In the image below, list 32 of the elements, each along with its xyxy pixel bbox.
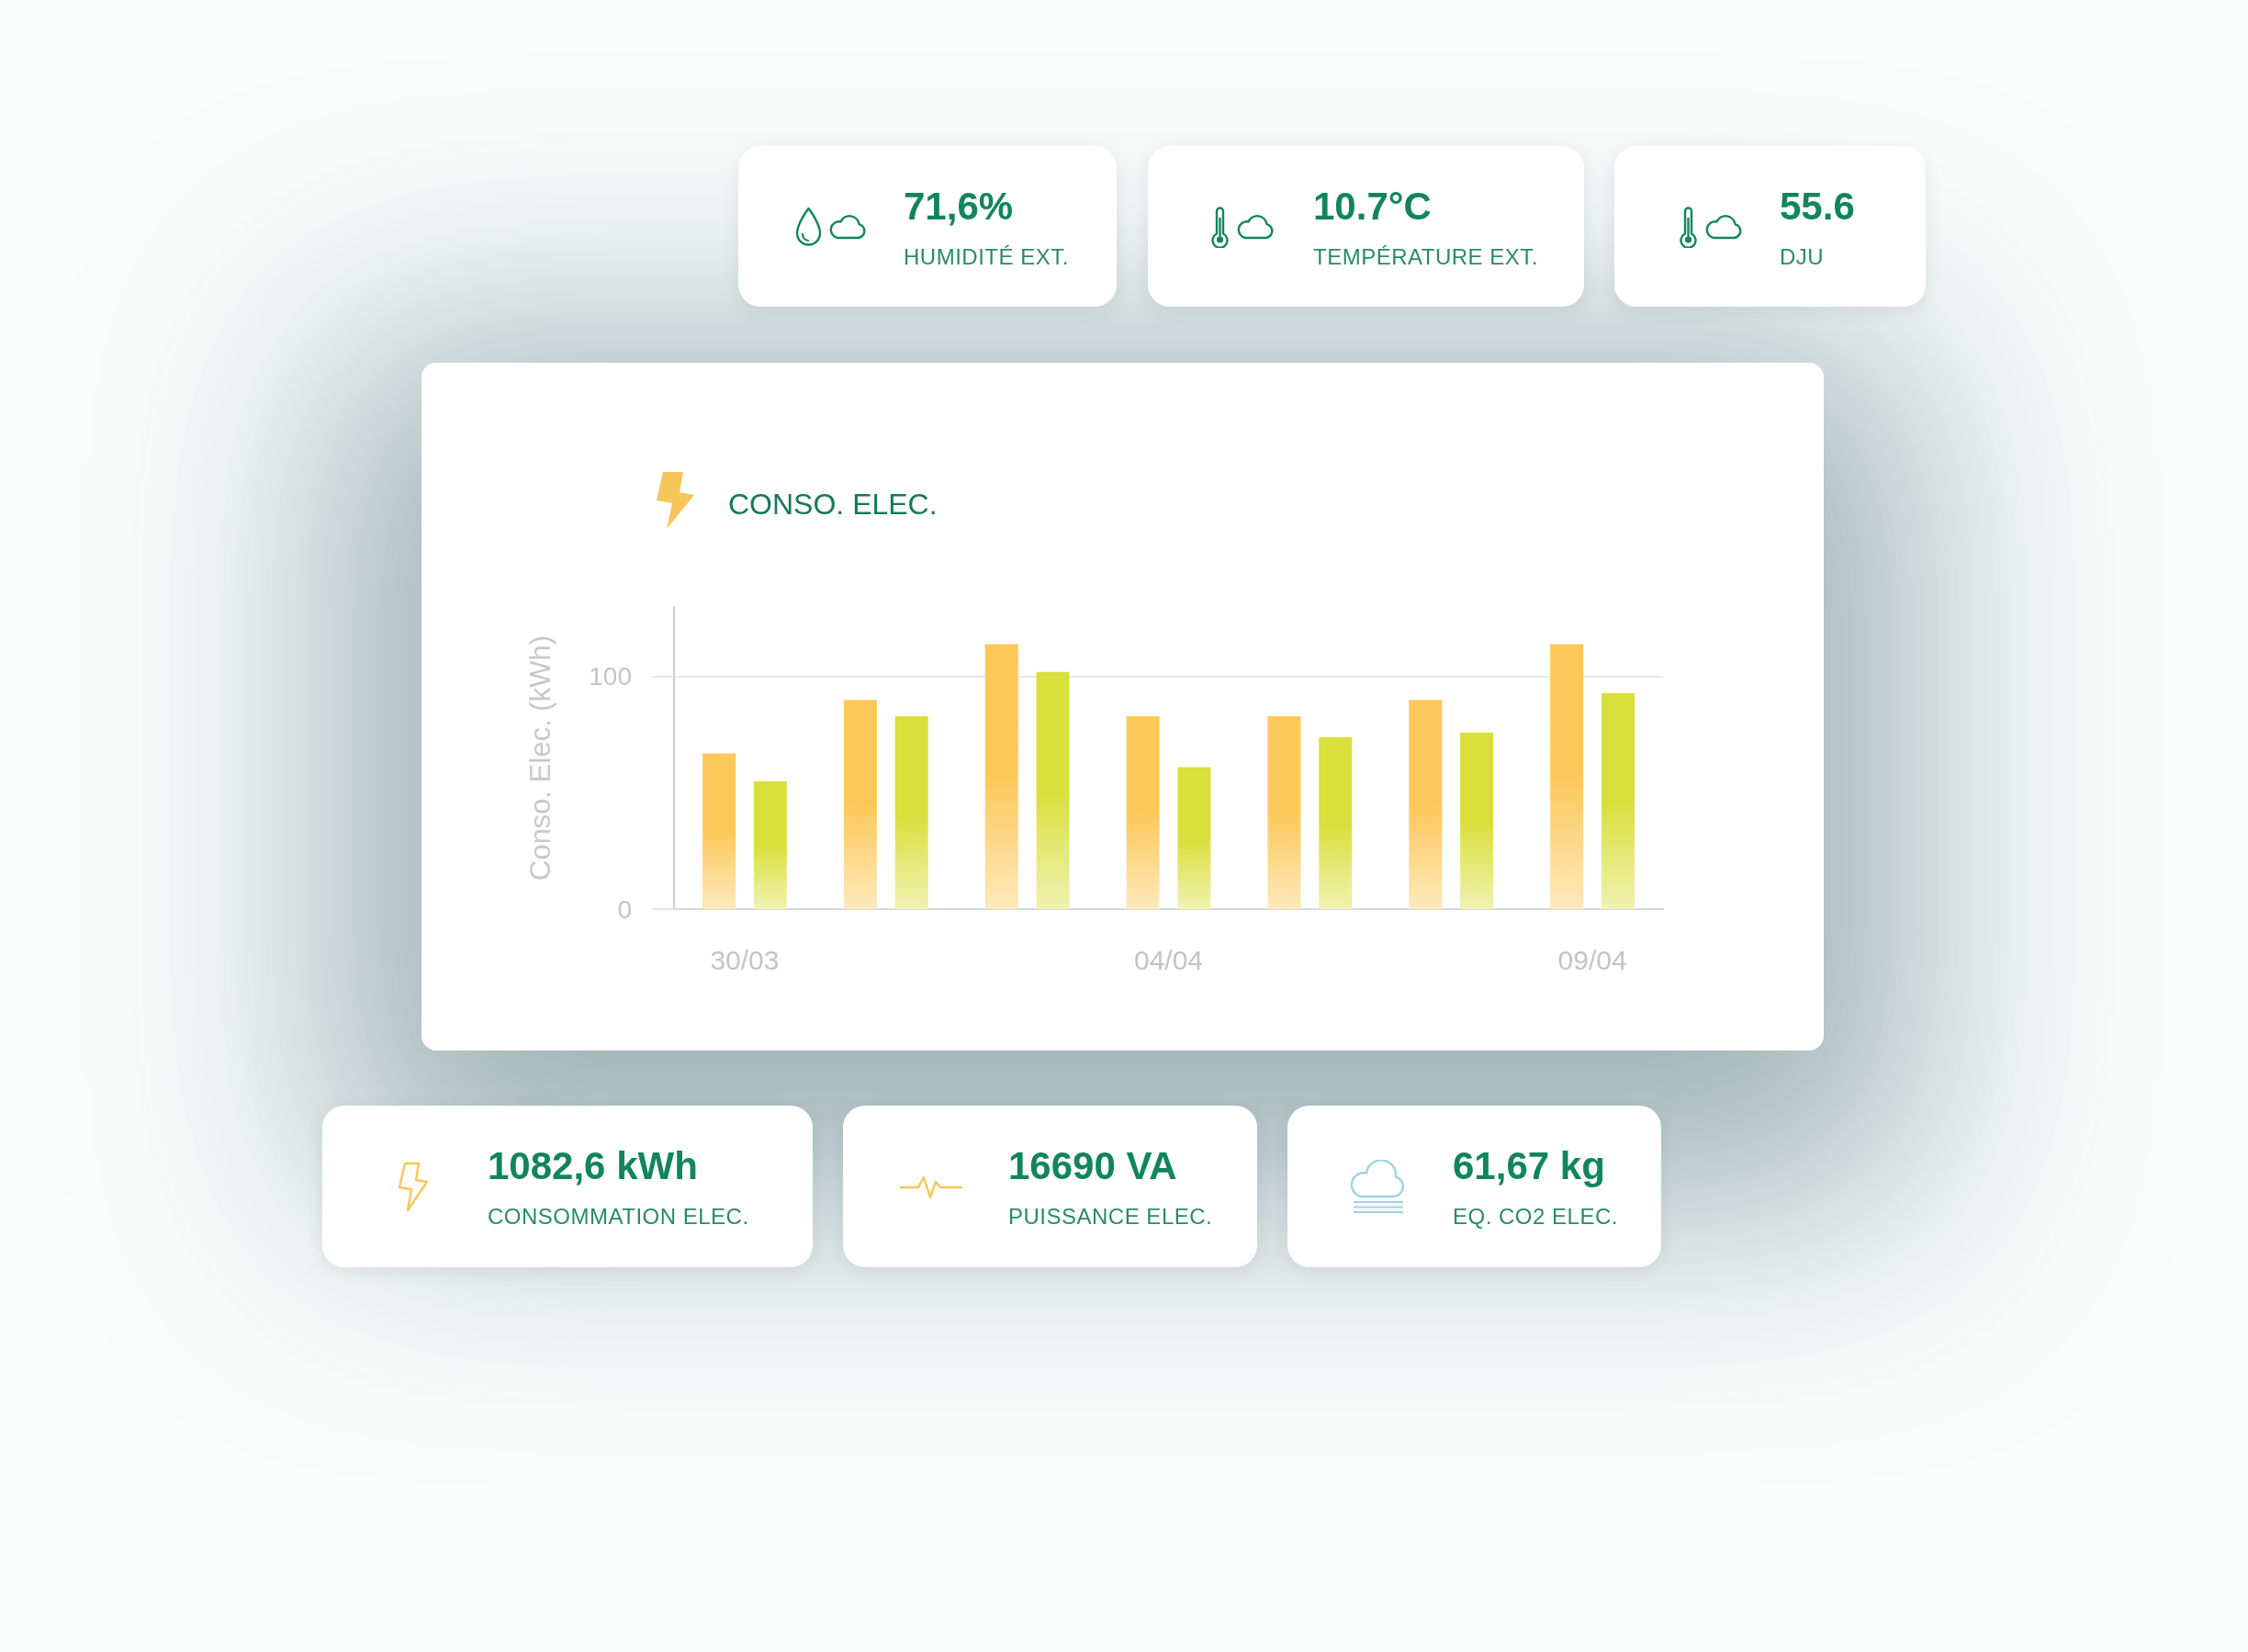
y-tick-label: 100 <box>589 662 632 691</box>
bar <box>894 715 928 909</box>
y-tick-label: 0 <box>617 894 632 924</box>
bar <box>1601 692 1635 909</box>
bar <box>702 753 736 909</box>
text: EQ. CO2 ELEC. <box>1453 1204 1618 1229</box>
text: CONSOMMATION ELEC. <box>488 1204 749 1229</box>
bar <box>1550 644 1584 909</box>
text: 55.6 <box>1780 185 1855 228</box>
chart-title: CONSO. ELEC. <box>728 488 938 521</box>
text: TEMPÉRATURE EXT. <box>1313 244 1538 269</box>
text: 1082,6 kWh <box>488 1144 698 1187</box>
text: HUMIDITÉ EXT. <box>904 244 1069 269</box>
bar <box>984 644 1018 909</box>
text: 71,6% <box>904 185 1014 228</box>
text: DJU <box>1780 244 1825 269</box>
bar <box>753 781 787 909</box>
bar <box>1036 671 1070 909</box>
bar <box>1460 732 1494 909</box>
text: 61,67 kg <box>1453 1144 1605 1187</box>
x-tick-label: 30/03 <box>710 944 780 975</box>
bar <box>1177 767 1211 909</box>
bar <box>1409 700 1443 909</box>
bar <box>1319 736 1353 909</box>
text: 16690 VA <box>1008 1144 1177 1187</box>
bar <box>1267 715 1301 909</box>
bar <box>1126 715 1160 909</box>
x-tick-label: 09/04 <box>1557 944 1627 975</box>
bar <box>843 700 877 909</box>
text: 10.7°C <box>1313 185 1432 228</box>
x-tick-label: 04/04 <box>1133 944 1204 975</box>
text: PUISSANCE ELEC. <box>1008 1204 1213 1229</box>
